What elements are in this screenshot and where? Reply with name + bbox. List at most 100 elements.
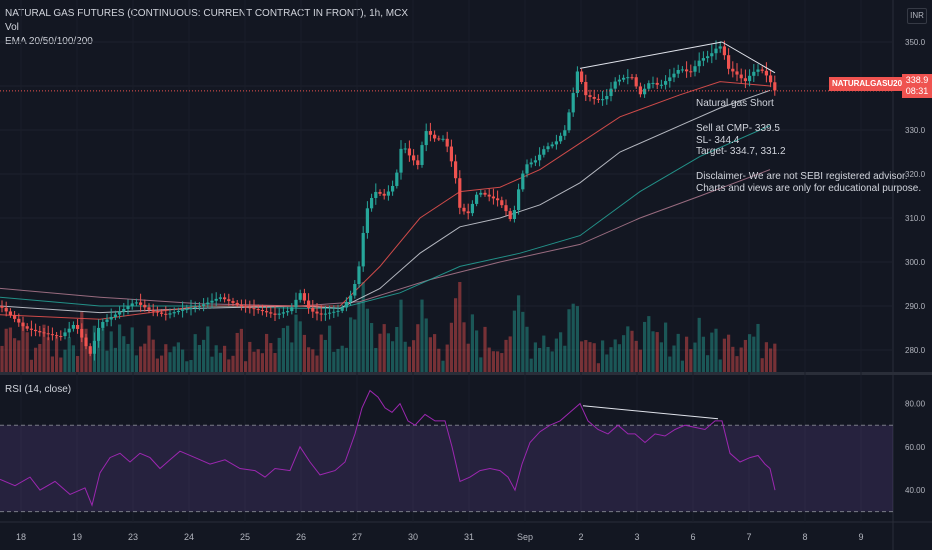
volume-bar: [512, 310, 516, 372]
volume-bar: [764, 342, 768, 372]
volume-bar: [437, 348, 441, 372]
volume-bar: [357, 301, 361, 372]
candle-body: [349, 295, 353, 302]
candle-body: [357, 266, 361, 284]
price-tick-label: 310.0: [905, 214, 926, 223]
candle-body: [643, 88, 647, 95]
volume-bar: [487, 347, 491, 372]
volume-bar: [424, 318, 428, 372]
candle-body: [445, 138, 449, 147]
candle-body: [672, 73, 676, 78]
volume-bar: [260, 353, 264, 372]
volume-bar: [286, 325, 290, 372]
candle-body: [508, 211, 512, 220]
candle-body: [517, 189, 521, 211]
last-price-box: 338.9 08:31: [902, 74, 932, 98]
rsi-trendline: [582, 405, 719, 420]
time-tick-label: 2: [578, 532, 583, 542]
volume-bar: [328, 325, 332, 372]
volume-bar: [714, 328, 718, 372]
candle-body: [344, 301, 348, 308]
volume-bar: [168, 352, 172, 372]
candle-body: [391, 185, 395, 192]
volume-bar: [718, 359, 722, 372]
candle-body: [710, 53, 714, 57]
volume-bar: [46, 337, 50, 372]
candle-body: [277, 313, 281, 315]
candle-body: [487, 194, 491, 197]
candle-body: [479, 192, 483, 195]
candle-body: [617, 79, 621, 82]
candle-body: [773, 82, 777, 91]
volume-bar: [529, 358, 533, 372]
candle-body: [533, 160, 537, 163]
volume-bar: [731, 346, 735, 372]
candle-body: [164, 313, 168, 315]
candle-body: [101, 321, 105, 328]
price-tick-label: 290.0: [905, 302, 926, 311]
candle-body: [84, 337, 88, 347]
volume-bar: [4, 328, 8, 372]
candle-body: [441, 138, 445, 140]
volume-bar: [315, 355, 319, 372]
annotation-sell: Sell at CMP- 339.5: [696, 123, 780, 134]
volume-bar: [235, 332, 239, 372]
volume-bar: [739, 347, 743, 372]
candle-body: [748, 75, 752, 82]
candle-body: [71, 325, 75, 329]
candle-body: [374, 191, 378, 199]
volume-bar: [382, 324, 386, 372]
currency-badge[interactable]: INR: [907, 8, 927, 24]
candle-body: [680, 69, 684, 71]
volume-bar: [517, 295, 521, 372]
volume-bar: [277, 337, 281, 372]
candle-body: [701, 58, 705, 61]
volume-bar: [307, 347, 311, 372]
volume-bar: [706, 355, 710, 372]
time-tick-label: 26: [296, 532, 306, 542]
candle-body: [193, 307, 197, 309]
volume-bar: [55, 336, 59, 372]
volume-bar: [126, 343, 130, 372]
volume-bar: [155, 358, 159, 372]
candle-body: [592, 97, 596, 99]
volume-bar: [122, 336, 126, 372]
candle-body: [307, 300, 311, 308]
candle-body: [34, 329, 38, 332]
volume-bar: [647, 316, 651, 372]
volume-bar: [269, 343, 273, 372]
volume-bar: [63, 349, 67, 372]
candle-body: [168, 313, 172, 315]
candle-body: [542, 149, 546, 155]
candle-body: [92, 340, 96, 354]
volume-bar: [302, 334, 306, 372]
candle-body: [651, 82, 655, 84]
candle-body: [630, 77, 634, 79]
candle-body: [559, 135, 563, 142]
volume-bar: [689, 349, 693, 372]
volume-bar: [181, 349, 185, 372]
volume-bar: [256, 349, 260, 372]
volume-bar: [386, 333, 390, 372]
candle-body: [580, 71, 584, 82]
candle-body: [718, 46, 722, 49]
volume-bar: [34, 347, 38, 372]
volume-bar: [626, 326, 630, 372]
candle-body: [382, 193, 386, 196]
candle-body: [46, 333, 50, 335]
candle-body: [256, 309, 260, 311]
volume-bar: [634, 340, 638, 372]
time-tick-label: 31: [464, 532, 474, 542]
volume-bar: [113, 347, 117, 372]
volume-bar: [193, 334, 197, 372]
volume-bar: [500, 353, 504, 372]
candle-body: [202, 304, 206, 307]
candle-body: [412, 155, 416, 161]
candle-body: [181, 309, 185, 311]
annotation-sl: SL- 344.4: [696, 135, 740, 146]
volume-bar: [605, 354, 609, 372]
volume-bar: [248, 341, 252, 372]
volume-bar: [239, 328, 243, 372]
volume-bar: [294, 314, 298, 372]
